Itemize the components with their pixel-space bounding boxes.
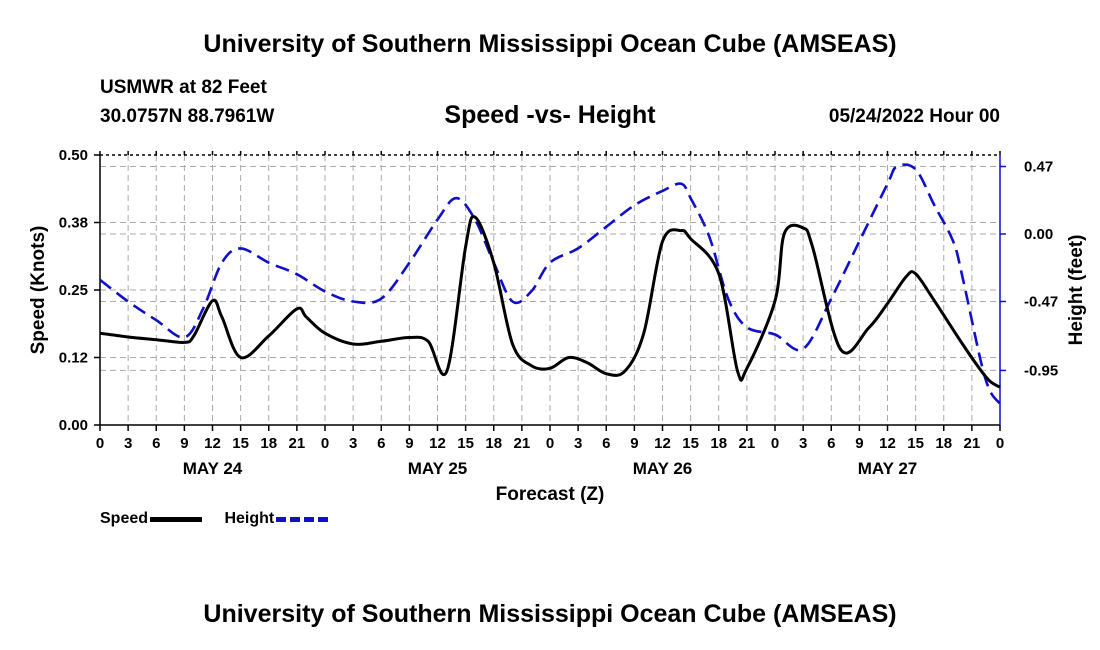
x-tick-label: 0 xyxy=(996,435,1004,452)
left-y-tick-label: 0.50 xyxy=(59,147,88,164)
date-label: MAY 26 xyxy=(633,459,693,478)
right-y-tick-label: 0.47 xyxy=(1024,158,1053,175)
chart-title: Speed -vs- Height xyxy=(444,101,656,129)
x-tick-label: 0 xyxy=(771,435,779,452)
x-tick-label: 21 xyxy=(289,435,306,452)
right-y-tick-label: 0.00 xyxy=(1024,226,1053,243)
x-tick-label: 12 xyxy=(879,435,896,452)
axes-layer: 0 3 6 9 12 15 18 21 0 3 6 9 12 15 18 21 0 3 6 9 12 15 18 21 0 3 6 9… xyxy=(59,147,1058,478)
main-title: University of Southern Mississippi Ocean… xyxy=(203,30,897,58)
x-tick-label: 15 xyxy=(457,435,474,452)
x-axis-label: Forecast (Z) xyxy=(496,484,605,505)
x-tick-label: 3 xyxy=(349,435,357,452)
right-y-tick-label: -0.47 xyxy=(1024,293,1058,310)
x-tick-label: 12 xyxy=(429,435,446,452)
bottom-title: University of Southern Mississippi Ocean… xyxy=(203,600,897,628)
date-label: MAY 27 xyxy=(858,459,918,478)
legend-item-speed: Speed xyxy=(100,510,203,528)
x-tick-label: 12 xyxy=(204,435,221,452)
x-tick-label: 6 xyxy=(827,435,835,452)
speed-series-line xyxy=(99,215,1001,389)
x-tick-label: 18 xyxy=(260,435,277,452)
legend-label-speed: Speed xyxy=(100,510,149,527)
left-y-tick-label: 0.00 xyxy=(59,417,88,434)
x-tick-label: 21 xyxy=(964,435,981,452)
x-tick-label: 9 xyxy=(180,435,188,452)
x-tick-label: 9 xyxy=(855,435,863,452)
legend-label-height: Height xyxy=(224,510,275,527)
x-tick-label: 0 xyxy=(546,435,554,452)
x-tick-label: 9 xyxy=(405,435,413,452)
x-tick-label: 12 xyxy=(654,435,671,452)
x-tick-label: 18 xyxy=(485,435,502,452)
x-tick-label: 18 xyxy=(935,435,952,452)
x-tick-label: 15 xyxy=(907,435,924,452)
legend-swatch-speed xyxy=(150,516,203,522)
x-tick-label: 21 xyxy=(514,435,531,452)
x-tick-label: 0 xyxy=(321,435,329,452)
left-y-tick-label: 0.12 xyxy=(59,350,88,367)
forecast-date: 05/24/2022 Hour 00 xyxy=(828,106,1000,127)
grid-layer xyxy=(100,155,1000,425)
x-tick-label: 6 xyxy=(602,435,610,452)
left-y-tick-label: 0.38 xyxy=(59,215,88,232)
legend-swatch-height xyxy=(276,516,329,522)
x-tick-label: 21 xyxy=(739,435,756,452)
legend: Speed Height xyxy=(100,510,346,528)
height-series-line xyxy=(99,163,1002,405)
date-label: MAY 25 xyxy=(408,459,468,478)
x-tick-label: 9 xyxy=(630,435,638,452)
coordinates-label: 30.0757N 88.7961W xyxy=(100,106,275,127)
legend-item-height: Height xyxy=(224,510,329,528)
left-y-tick-label: 0.25 xyxy=(59,282,88,299)
right-y-tick-label: -0.95 xyxy=(1024,362,1058,379)
x-tick-label: 6 xyxy=(377,435,385,452)
x-tick-label: 6 xyxy=(152,435,160,452)
x-tick-label: 3 xyxy=(574,435,582,452)
x-tick-label: 15 xyxy=(232,435,249,452)
right-y-axis-label: Height (feet) xyxy=(1066,235,1087,346)
series-layer xyxy=(99,163,1002,405)
date-label: MAY 24 xyxy=(183,459,243,478)
x-tick-label: 18 xyxy=(710,435,727,452)
speed-height-chart: 0 3 6 9 12 15 18 21 0 3 6 9 12 15 18 21 0 3 6 9 12 15 18 21 0 3 6 9… xyxy=(28,147,1087,505)
x-tick-label: 3 xyxy=(124,435,132,452)
x-tick-label: 15 xyxy=(682,435,699,452)
x-tick-label: 3 xyxy=(799,435,807,452)
x-tick-label: 0 xyxy=(96,435,104,452)
station-label: USMWR at 82 Feet xyxy=(100,77,267,98)
left-y-axis-label: Speed (Knots) xyxy=(28,226,49,355)
